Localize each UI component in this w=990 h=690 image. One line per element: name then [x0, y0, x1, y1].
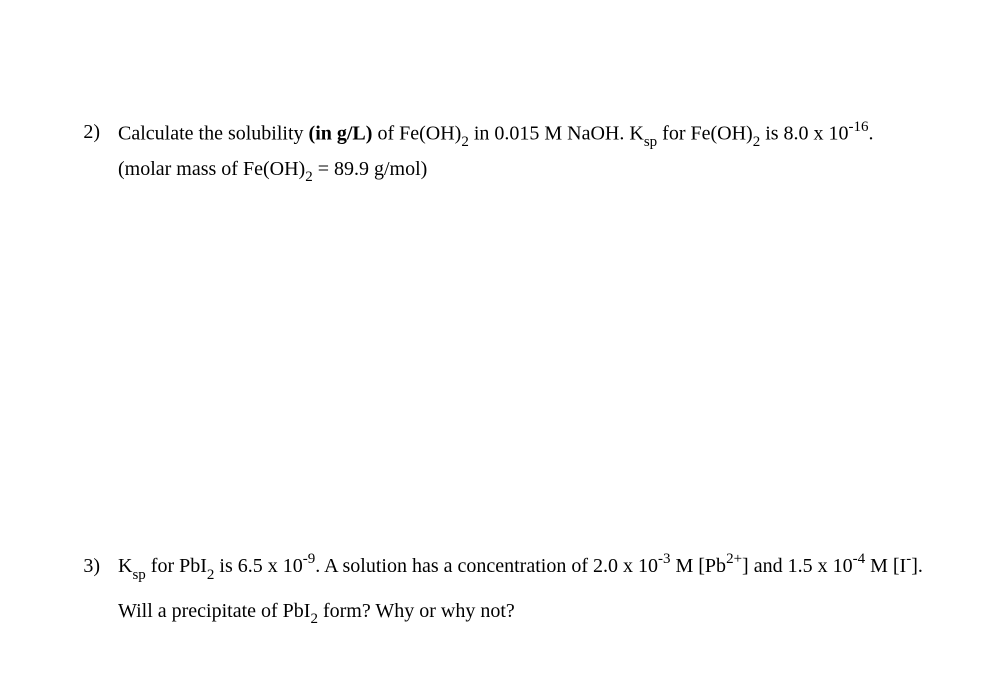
text-segment: Calculate the solubility — [118, 123, 309, 145]
text-segment: (in g/L) — [309, 123, 373, 145]
text-segment: sp — [132, 567, 145, 583]
problem-number: 3) — [68, 545, 118, 587]
text-segment: = 89.9 g/mol) — [313, 158, 428, 180]
text-segment: M [Pb — [670, 555, 726, 577]
text-segment: 2 — [305, 169, 313, 185]
text-segment: M [I — [865, 555, 906, 577]
text-segment: -3 — [658, 551, 671, 567]
text-segment: 2 — [207, 567, 215, 583]
text-segment: 2+ — [726, 551, 742, 567]
text-segment: is 6.5 x 10 — [214, 555, 302, 577]
text-segment: of Fe(OH) — [372, 123, 461, 145]
text-segment: -9 — [303, 551, 316, 567]
text-segment: 2 — [461, 134, 469, 150]
text-segment: - — [906, 551, 911, 567]
text-segment: form? Why or why not? — [318, 600, 515, 622]
problem-3: 3)Ksp for PbI2 is 6.5 x 10-9. A solution… — [68, 545, 928, 634]
problem-text: Calculate the solubility (in g/L) of Fe(… — [118, 116, 928, 188]
text-segment: is 8.0 x 10 — [760, 123, 848, 145]
text-segment: 2 — [310, 611, 318, 627]
text-segment: for Fe(OH) — [657, 123, 753, 145]
text-segment: ] and 1.5 x 10 — [742, 555, 853, 577]
text-segment: K — [118, 555, 132, 577]
text-segment: 2 — [753, 134, 761, 150]
problem-number: 2) — [68, 116, 118, 148]
problem-text: Ksp for PbI2 is 6.5 x 10-9. A solution h… — [118, 545, 928, 634]
text-segment: for PbI — [146, 555, 207, 577]
problem-2: 2)Calculate the solubility (in g/L) of F… — [68, 116, 928, 188]
text-segment: . A solution has a concentration of 2.0 … — [315, 555, 658, 577]
text-segment: sp — [644, 134, 657, 150]
text-segment: -4 — [853, 551, 866, 567]
text-segment: -16 — [849, 119, 869, 135]
text-segment: in 0.015 M NaOH. K — [469, 123, 644, 145]
